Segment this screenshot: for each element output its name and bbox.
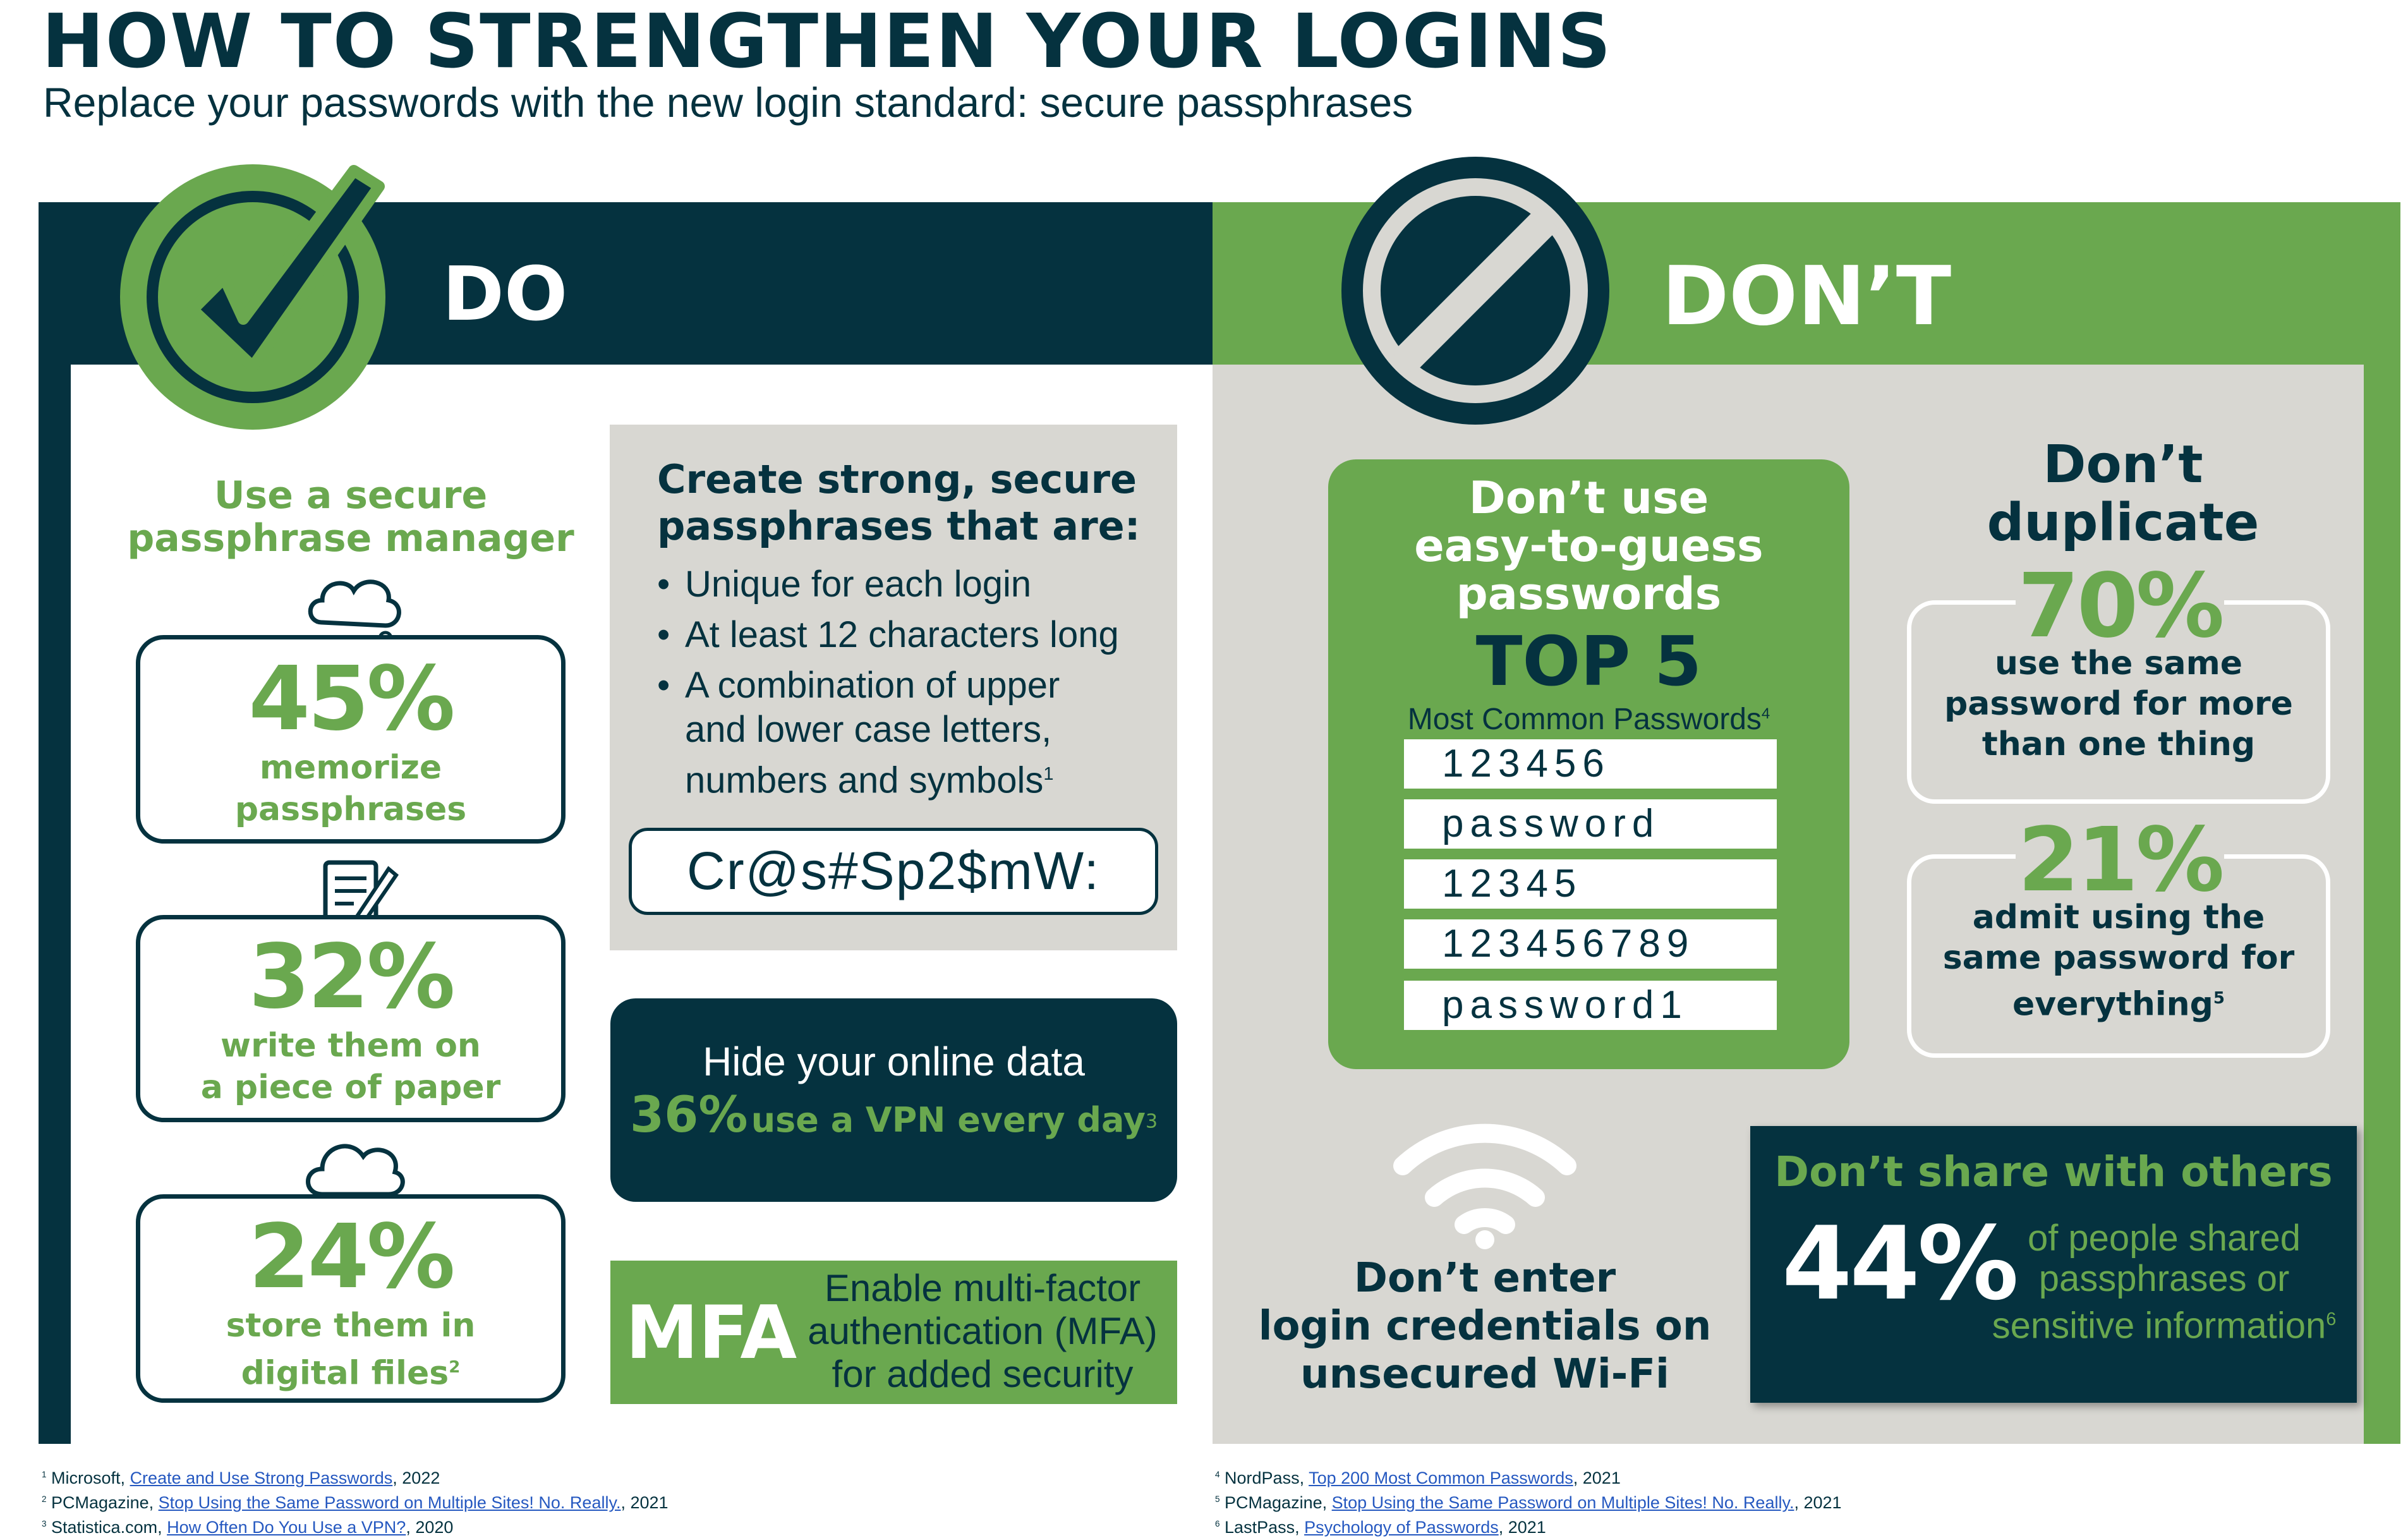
page-title: HOW TO STRENGTHEN YOUR LOGINS xyxy=(42,0,1612,85)
page-subtitle: Replace your passwords with the new logi… xyxy=(43,79,1413,126)
mfa-label: MFA xyxy=(626,1290,797,1376)
footnotes-right: 4 NordPass, Top 200 Most Common Password… xyxy=(1215,1468,1842,1537)
create-bullets: • Unique for each login • At least 12 char… xyxy=(657,564,1119,801)
password-row: password xyxy=(1404,799,1777,849)
password-row: 12345 xyxy=(1404,859,1777,909)
dont-heading: DON’T xyxy=(1662,250,1952,344)
wifi-text: Don’t enter login credentials on unsecur… xyxy=(1258,1255,1712,1398)
stat-paper: 32% write them on a piece of paper xyxy=(200,926,501,1107)
create-heading: Create strong, secure passphrases that a… xyxy=(657,456,1140,549)
password-row: 123456789 xyxy=(1404,919,1777,969)
wifi-icon xyxy=(1393,1123,1576,1249)
footnotes-left: 1 Microsoft, Create and Use Strong Passw… xyxy=(42,1468,669,1537)
vpn-stat: 36% use a VPN every day3 xyxy=(629,1087,1158,1144)
example-passphrase: Cr@s#Sp2$mW: xyxy=(629,828,1158,915)
top5-heading: TOP 5 xyxy=(1475,622,1702,701)
password-row: 123456 xyxy=(1404,739,1777,789)
footnote-link[interactable]: Stop Using the Same Password on Multiple… xyxy=(1331,1493,1794,1512)
footnote-link[interactable]: Create and Use Strong Passwords xyxy=(130,1468,393,1487)
duplicate-heading: Don’t duplicate xyxy=(1987,435,2260,553)
footnote-link[interactable]: Psychology of Passwords xyxy=(1304,1518,1499,1537)
stat-21-text: admit using the same password for everyt… xyxy=(1942,899,2295,1024)
stat-70-value: 70% xyxy=(2016,559,2225,654)
prohibited-icon xyxy=(1341,157,1609,425)
footnote-link[interactable]: How Often Do You Use a VPN? xyxy=(167,1518,406,1537)
top5-caption: Most Common Passwords4 xyxy=(1407,703,1770,736)
share-card xyxy=(1750,1126,2357,1403)
checkmark-icon xyxy=(120,164,385,430)
footnote-link[interactable]: Top 200 Most Common Passwords xyxy=(1309,1468,1573,1487)
vpn-heading: Hide your online data xyxy=(703,1039,1085,1084)
mfa-card xyxy=(610,1261,1177,1404)
mfa-text: Enable multi-factor authentication (MFA)… xyxy=(808,1267,1158,1395)
cloud-icon xyxy=(306,1144,405,1197)
easy-password-heading: Don’t use easy-to-guess passwords xyxy=(1414,472,1764,620)
stat-digital: 24% store them in digital files2 xyxy=(226,1206,476,1393)
stat-memorize: 45% memorize passphrases xyxy=(234,648,467,829)
stat-card-memorize xyxy=(136,635,566,844)
share-text: of people shared passphrases or sensitiv… xyxy=(1992,1218,2337,1347)
do-heading: DO xyxy=(442,250,568,337)
notepad-icon xyxy=(323,860,399,928)
stat-21-value: 21% xyxy=(2016,813,2225,908)
stat-card-digital xyxy=(136,1194,566,1403)
share-heading: Don’t share with others xyxy=(1774,1147,2333,1196)
footnote-link[interactable]: Stop Using the Same Password on Multiple… xyxy=(158,1493,621,1512)
stat-70-text: use the same password for more than one … xyxy=(1944,645,2293,763)
stat-card-paper xyxy=(136,915,566,1122)
share-stat: 44% xyxy=(1782,1204,2019,1323)
password-row: password1 xyxy=(1404,981,1777,1030)
vpn-card xyxy=(610,998,1177,1202)
manager-label: Use a secure passphrase manager xyxy=(127,473,574,560)
